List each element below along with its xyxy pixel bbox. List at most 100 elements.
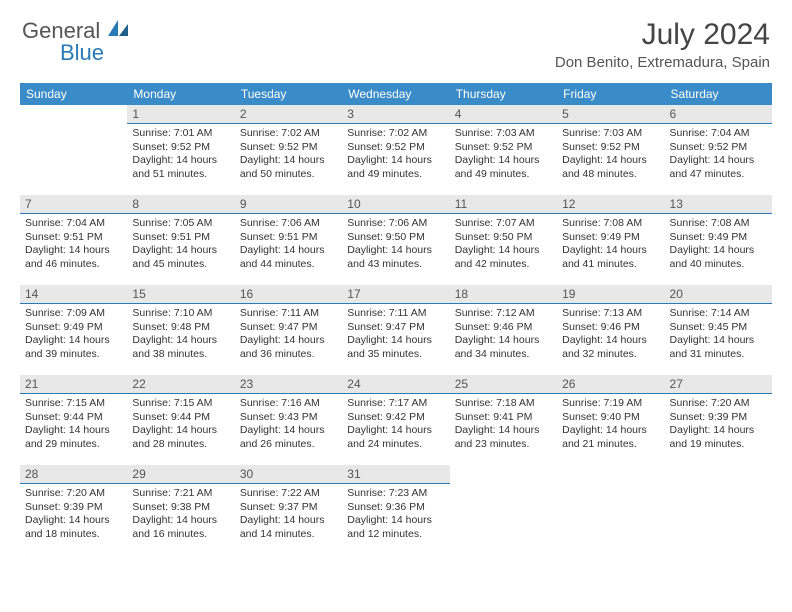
sunset-line: Sunset: 9:43 PM	[240, 411, 337, 425]
daylight-line: Daylight: 14 hours and 36 minutes.	[240, 334, 337, 361]
calendar-row: 21Sunrise: 7:15 AMSunset: 9:44 PMDayligh…	[20, 375, 772, 465]
sunrise-line: Sunrise: 7:22 AM	[240, 487, 337, 501]
calendar-cell	[557, 465, 664, 555]
logo: General Blue	[22, 18, 130, 44]
day-number: 18	[450, 285, 557, 304]
sunset-line: Sunset: 9:44 PM	[25, 411, 122, 425]
calendar-row: 14Sunrise: 7:09 AMSunset: 9:49 PMDayligh…	[20, 285, 772, 375]
sunset-line: Sunset: 9:52 PM	[240, 141, 337, 155]
sunrise-line: Sunrise: 7:15 AM	[25, 397, 122, 411]
day-number: 11	[450, 195, 557, 214]
day-content: Sunrise: 7:12 AMSunset: 9:46 PMDaylight:…	[450, 304, 557, 366]
calendar-row: 7Sunrise: 7:04 AMSunset: 9:51 PMDaylight…	[20, 195, 772, 285]
calendar-body: 1Sunrise: 7:01 AMSunset: 9:52 PMDaylight…	[20, 105, 772, 555]
calendar-cell: 28Sunrise: 7:20 AMSunset: 9:39 PMDayligh…	[20, 465, 127, 555]
sunrise-line: Sunrise: 7:20 AM	[25, 487, 122, 501]
sunrise-line: Sunrise: 7:13 AM	[562, 307, 659, 321]
day-number: 28	[20, 465, 127, 484]
daylight-line: Daylight: 14 hours and 49 minutes.	[455, 154, 552, 181]
calendar-cell: 20Sunrise: 7:14 AMSunset: 9:45 PMDayligh…	[665, 285, 772, 375]
day-number: 20	[665, 285, 772, 304]
sunset-line: Sunset: 9:52 PM	[670, 141, 767, 155]
day-number: 17	[342, 285, 449, 304]
day-number: 23	[235, 375, 342, 394]
sunset-line: Sunset: 9:49 PM	[562, 231, 659, 245]
sunrise-line: Sunrise: 7:12 AM	[455, 307, 552, 321]
day-content: Sunrise: 7:19 AMSunset: 9:40 PMDaylight:…	[557, 394, 664, 456]
day-content: Sunrise: 7:13 AMSunset: 9:46 PMDaylight:…	[557, 304, 664, 366]
day-content: Sunrise: 7:10 AMSunset: 9:48 PMDaylight:…	[127, 304, 234, 366]
sunset-line: Sunset: 9:51 PM	[240, 231, 337, 245]
day-content: Sunrise: 7:18 AMSunset: 9:41 PMDaylight:…	[450, 394, 557, 456]
daylight-line: Daylight: 14 hours and 51 minutes.	[132, 154, 229, 181]
sunrise-line: Sunrise: 7:03 AM	[562, 127, 659, 141]
calendar-cell	[665, 465, 772, 555]
sunset-line: Sunset: 9:47 PM	[347, 321, 444, 335]
daylight-line: Daylight: 14 hours and 34 minutes.	[455, 334, 552, 361]
sunset-line: Sunset: 9:50 PM	[347, 231, 444, 245]
sunrise-line: Sunrise: 7:07 AM	[455, 217, 552, 231]
sunrise-line: Sunrise: 7:23 AM	[347, 487, 444, 501]
sunrise-line: Sunrise: 7:11 AM	[240, 307, 337, 321]
sunrise-line: Sunrise: 7:21 AM	[132, 487, 229, 501]
sunrise-line: Sunrise: 7:03 AM	[455, 127, 552, 141]
calendar-row: 28Sunrise: 7:20 AMSunset: 9:39 PMDayligh…	[20, 465, 772, 555]
logo-text-blue: Blue	[60, 40, 104, 66]
day-number: 27	[665, 375, 772, 394]
sunrise-line: Sunrise: 7:15 AM	[132, 397, 229, 411]
day-content: Sunrise: 7:01 AMSunset: 9:52 PMDaylight:…	[127, 124, 234, 186]
daylight-line: Daylight: 14 hours and 21 minutes.	[562, 424, 659, 451]
sunrise-line: Sunrise: 7:05 AM	[132, 217, 229, 231]
sunset-line: Sunset: 9:46 PM	[562, 321, 659, 335]
daylight-line: Daylight: 14 hours and 38 minutes.	[132, 334, 229, 361]
daylight-line: Daylight: 14 hours and 16 minutes.	[132, 514, 229, 541]
calendar-cell: 27Sunrise: 7:20 AMSunset: 9:39 PMDayligh…	[665, 375, 772, 465]
day-content: Sunrise: 7:03 AMSunset: 9:52 PMDaylight:…	[557, 124, 664, 186]
sunset-line: Sunset: 9:52 PM	[132, 141, 229, 155]
weekday-header: Saturday	[665, 83, 772, 105]
day-number: 19	[557, 285, 664, 304]
sunset-line: Sunset: 9:52 PM	[562, 141, 659, 155]
calendar-cell: 17Sunrise: 7:11 AMSunset: 9:47 PMDayligh…	[342, 285, 449, 375]
day-content: Sunrise: 7:08 AMSunset: 9:49 PMDaylight:…	[557, 214, 664, 276]
sunset-line: Sunset: 9:37 PM	[240, 501, 337, 515]
day-number: 16	[235, 285, 342, 304]
day-content: Sunrise: 7:08 AMSunset: 9:49 PMDaylight:…	[665, 214, 772, 276]
day-number: 4	[450, 105, 557, 124]
sunset-line: Sunset: 9:44 PM	[132, 411, 229, 425]
day-content: Sunrise: 7:21 AMSunset: 9:38 PMDaylight:…	[127, 484, 234, 546]
calendar-cell: 25Sunrise: 7:18 AMSunset: 9:41 PMDayligh…	[450, 375, 557, 465]
calendar-cell: 10Sunrise: 7:06 AMSunset: 9:50 PMDayligh…	[342, 195, 449, 285]
daylight-line: Daylight: 14 hours and 47 minutes.	[670, 154, 767, 181]
day-content: Sunrise: 7:11 AMSunset: 9:47 PMDaylight:…	[342, 304, 449, 366]
sunset-line: Sunset: 9:46 PM	[455, 321, 552, 335]
day-number: 7	[20, 195, 127, 214]
sunrise-line: Sunrise: 7:17 AM	[347, 397, 444, 411]
day-number: 26	[557, 375, 664, 394]
daylight-line: Daylight: 14 hours and 18 minutes.	[25, 514, 122, 541]
sunrise-line: Sunrise: 7:19 AM	[562, 397, 659, 411]
sunset-line: Sunset: 9:49 PM	[670, 231, 767, 245]
sunrise-line: Sunrise: 7:14 AM	[670, 307, 767, 321]
calendar-cell: 8Sunrise: 7:05 AMSunset: 9:51 PMDaylight…	[127, 195, 234, 285]
day-content: Sunrise: 7:15 AMSunset: 9:44 PMDaylight:…	[127, 394, 234, 456]
calendar-cell: 30Sunrise: 7:22 AMSunset: 9:37 PMDayligh…	[235, 465, 342, 555]
daylight-line: Daylight: 14 hours and 45 minutes.	[132, 244, 229, 271]
sunrise-line: Sunrise: 7:02 AM	[347, 127, 444, 141]
sunrise-line: Sunrise: 7:08 AM	[562, 217, 659, 231]
weekday-header: Tuesday	[235, 83, 342, 105]
daylight-line: Daylight: 14 hours and 49 minutes.	[347, 154, 444, 181]
weekday-header: Sunday	[20, 83, 127, 105]
calendar-cell: 13Sunrise: 7:08 AMSunset: 9:49 PMDayligh…	[665, 195, 772, 285]
day-number: 22	[127, 375, 234, 394]
calendar-cell: 2Sunrise: 7:02 AMSunset: 9:52 PMDaylight…	[235, 105, 342, 195]
calendar-cell: 3Sunrise: 7:02 AMSunset: 9:52 PMDaylight…	[342, 105, 449, 195]
calendar-cell: 4Sunrise: 7:03 AMSunset: 9:52 PMDaylight…	[450, 105, 557, 195]
daylight-line: Daylight: 14 hours and 40 minutes.	[670, 244, 767, 271]
day-content: Sunrise: 7:09 AMSunset: 9:49 PMDaylight:…	[20, 304, 127, 366]
logo-sail-icon	[106, 18, 130, 43]
calendar-cell: 15Sunrise: 7:10 AMSunset: 9:48 PMDayligh…	[127, 285, 234, 375]
sunset-line: Sunset: 9:52 PM	[347, 141, 444, 155]
calendar-cell: 26Sunrise: 7:19 AMSunset: 9:40 PMDayligh…	[557, 375, 664, 465]
day-content: Sunrise: 7:11 AMSunset: 9:47 PMDaylight:…	[235, 304, 342, 366]
